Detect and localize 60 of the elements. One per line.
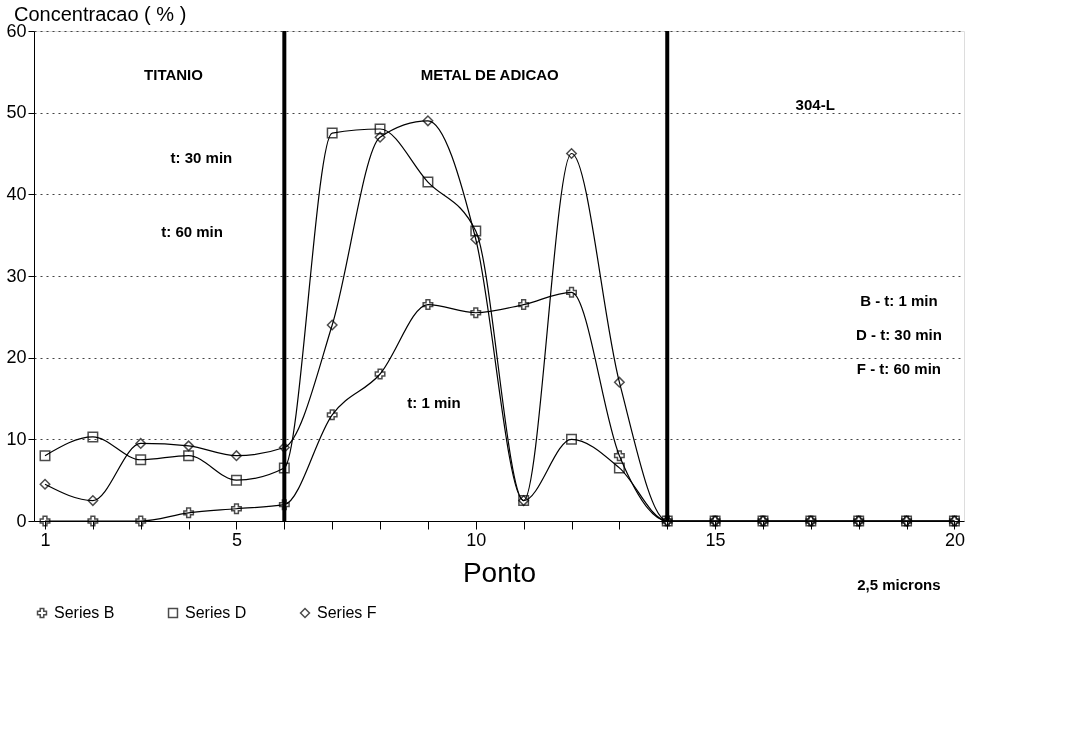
point bbox=[278, 462, 290, 474]
annotation: 304-L bbox=[795, 95, 835, 113]
point bbox=[39, 450, 51, 462]
point bbox=[135, 437, 147, 449]
point bbox=[39, 478, 51, 490]
y-tick-label: 40 bbox=[6, 183, 27, 204]
y-tick-label: 20 bbox=[6, 347, 27, 368]
point bbox=[422, 299, 434, 311]
point bbox=[566, 286, 578, 298]
point bbox=[87, 431, 99, 443]
point bbox=[518, 299, 530, 311]
point bbox=[183, 450, 195, 462]
annotation: t: 1 min bbox=[407, 394, 461, 412]
x-tick-label: 1 bbox=[40, 529, 51, 550]
point bbox=[183, 507, 195, 519]
point bbox=[278, 499, 290, 511]
point bbox=[374, 123, 386, 135]
x-tick-label: 20 bbox=[944, 529, 965, 550]
text: 2,5 microns bbox=[857, 575, 941, 593]
point bbox=[183, 440, 195, 452]
point bbox=[470, 225, 482, 237]
annotation: D - t: 30 min bbox=[855, 325, 942, 343]
point bbox=[135, 515, 147, 527]
x-axis-title: Ponto bbox=[462, 556, 537, 588]
point bbox=[613, 462, 625, 474]
point bbox=[230, 450, 242, 462]
point bbox=[566, 148, 578, 159]
point bbox=[326, 127, 338, 139]
point bbox=[230, 474, 242, 486]
point bbox=[135, 454, 147, 466]
legend-label: Series B bbox=[54, 604, 115, 621]
point bbox=[230, 503, 242, 515]
point bbox=[87, 515, 99, 527]
point bbox=[470, 307, 482, 319]
annotation: t: 30 min bbox=[170, 149, 233, 167]
y-tick-label: 0 bbox=[16, 510, 27, 531]
x-tick-label: 5 bbox=[231, 529, 242, 550]
point bbox=[374, 131, 386, 143]
x-tick-label: 15 bbox=[705, 529, 726, 550]
point bbox=[470, 233, 482, 245]
point bbox=[374, 368, 386, 380]
y-tick-label: 10 bbox=[6, 428, 27, 449]
point bbox=[326, 319, 338, 331]
point bbox=[422, 176, 434, 188]
annotation: t: 60 min bbox=[161, 222, 223, 240]
legend-label: Series D bbox=[185, 604, 247, 621]
y-tick-label: 50 bbox=[6, 102, 27, 123]
point bbox=[422, 115, 434, 127]
annotation: B - t: 1 min bbox=[860, 291, 938, 309]
point bbox=[326, 409, 338, 421]
annotation: F - t: 60 min bbox=[856, 360, 941, 378]
point bbox=[613, 450, 625, 462]
point bbox=[613, 376, 625, 388]
annotation: TITANIO bbox=[144, 66, 204, 84]
point bbox=[566, 433, 578, 445]
annotation: METAL DE ADICAO bbox=[420, 66, 560, 84]
y-tick-label: 30 bbox=[6, 265, 27, 286]
point bbox=[87, 495, 99, 507]
x-tick-label: 10 bbox=[466, 529, 487, 550]
legend-label: Series F bbox=[317, 604, 377, 621]
